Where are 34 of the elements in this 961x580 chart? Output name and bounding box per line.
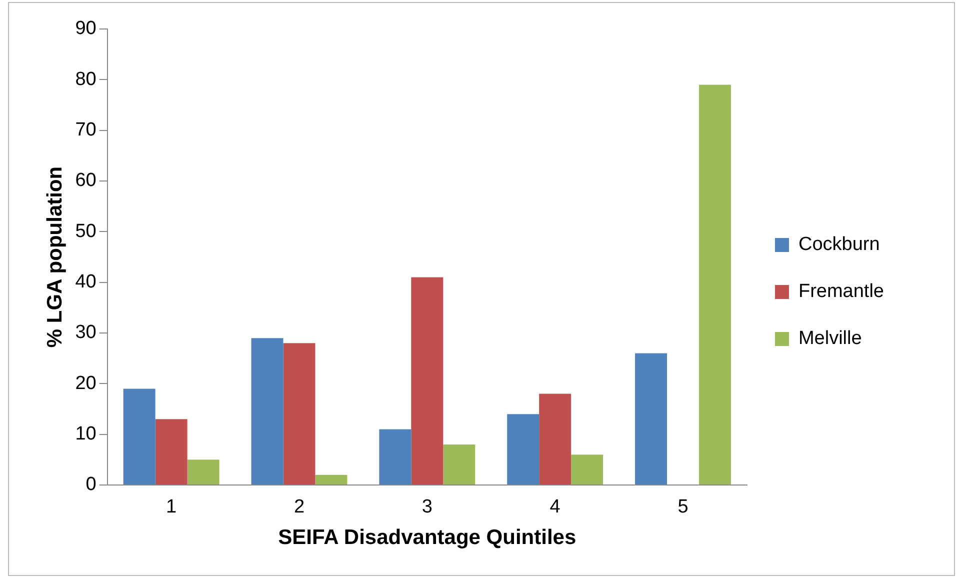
bar (411, 277, 444, 484)
bar (315, 474, 348, 484)
y-tick-label: 40 (75, 272, 96, 293)
y-tick-label: 90 (75, 18, 96, 40)
y-tick-label: 30 (75, 322, 96, 344)
bar (635, 353, 668, 484)
bar (571, 454, 604, 484)
bar (251, 338, 284, 484)
bar (507, 414, 540, 484)
y-tick-label: 60 (75, 170, 96, 192)
x-tick-label: 1 (166, 496, 177, 518)
bar (379, 429, 412, 484)
bar (539, 394, 572, 484)
bar (187, 460, 220, 484)
y-tick-label: 20 (75, 372, 96, 394)
bar (699, 84, 731, 484)
bar (443, 444, 476, 484)
y-tick-label: 80 (75, 68, 96, 90)
y-tick-label: 10 (75, 424, 96, 445)
x-tick-label: 4 (550, 496, 561, 518)
y-tick-label: 0 (86, 474, 96, 496)
bar (123, 388, 156, 484)
bar (283, 343, 316, 484)
x-tick-label: 2 (294, 496, 305, 518)
legend-label: Melville (798, 328, 862, 350)
legend-label: Cockburn (798, 234, 880, 256)
y-tick-label: 70 (75, 120, 96, 141)
x-tick-label: 3 (422, 496, 432, 518)
y-axis-title: % LGA population (43, 166, 66, 348)
y-tick-label: 50 (75, 220, 96, 242)
legend-label: Fremantle (798, 281, 884, 302)
x-tick-label: 5 (678, 496, 688, 518)
x-axis-title: SEIFA Disadvantage Quintiles (278, 526, 576, 550)
bar (155, 419, 188, 484)
